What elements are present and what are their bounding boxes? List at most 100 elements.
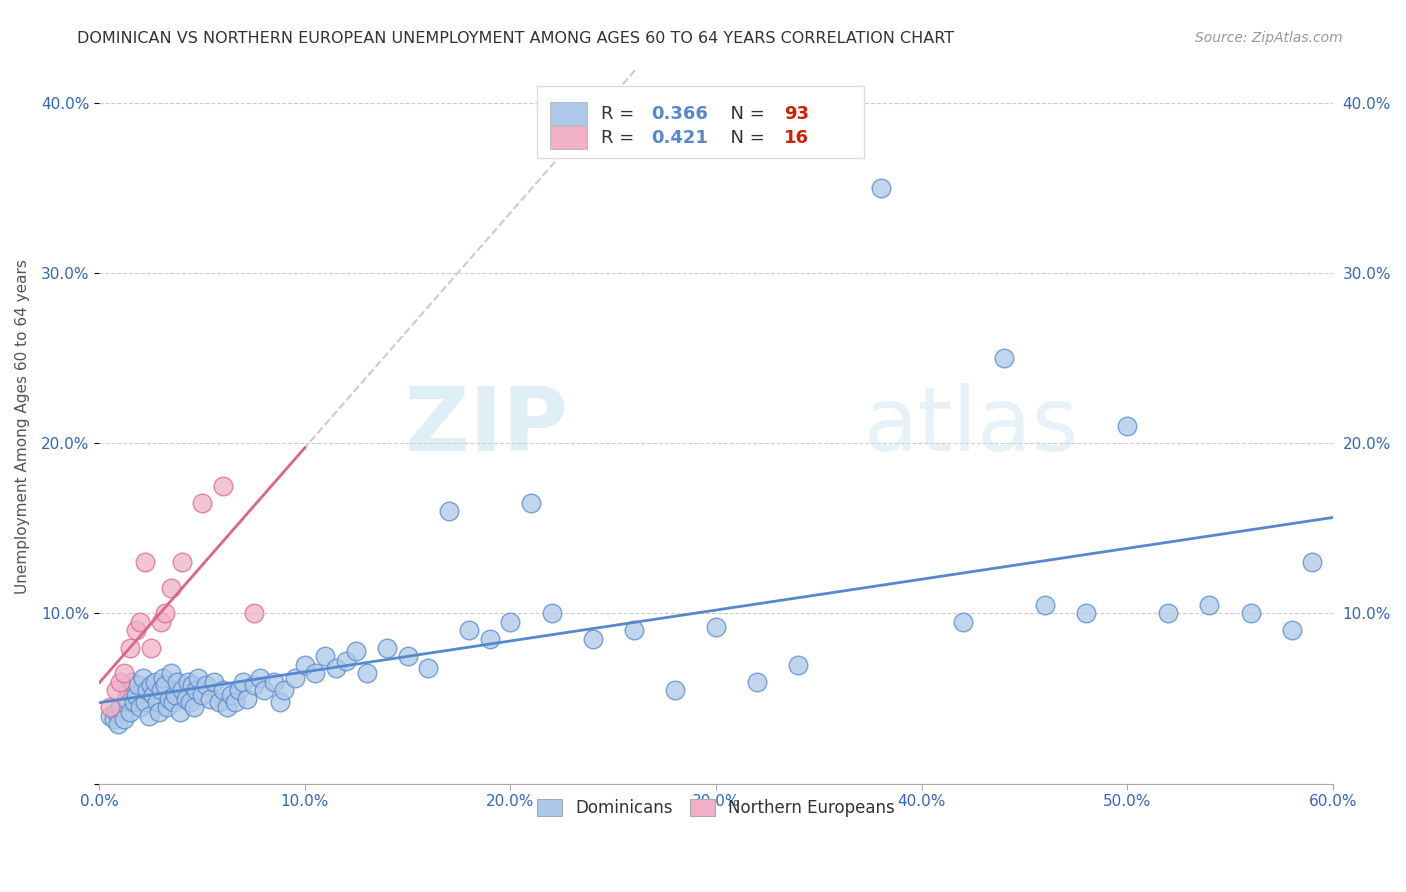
Point bbox=[115, 691, 138, 706]
Point bbox=[869, 180, 891, 194]
Point bbox=[242, 607, 264, 621]
Point bbox=[273, 683, 295, 698]
Text: atlas: atlas bbox=[865, 383, 1080, 469]
Point bbox=[148, 705, 170, 719]
Point bbox=[153, 607, 176, 621]
Point bbox=[1157, 607, 1180, 621]
Point bbox=[269, 695, 291, 709]
Point bbox=[129, 700, 152, 714]
Point bbox=[224, 695, 246, 709]
Point bbox=[195, 678, 218, 692]
Point bbox=[787, 657, 810, 672]
Point bbox=[104, 705, 127, 719]
Point bbox=[153, 678, 176, 692]
Point bbox=[124, 695, 146, 709]
Point bbox=[156, 700, 179, 714]
Point bbox=[98, 700, 121, 714]
Point bbox=[211, 479, 233, 493]
Point bbox=[314, 648, 336, 663]
Point bbox=[478, 632, 501, 646]
Point bbox=[623, 624, 645, 638]
Point bbox=[294, 657, 316, 672]
Point bbox=[437, 504, 460, 518]
Text: Source: ZipAtlas.com: Source: ZipAtlas.com bbox=[1195, 31, 1343, 45]
Point bbox=[98, 708, 121, 723]
Point bbox=[142, 688, 165, 702]
Point bbox=[179, 695, 201, 709]
Point bbox=[304, 666, 326, 681]
Point bbox=[200, 691, 222, 706]
Point bbox=[458, 624, 481, 638]
Point bbox=[236, 691, 259, 706]
Y-axis label: Unemployment Among Ages 60 to 64 years: Unemployment Among Ages 60 to 64 years bbox=[15, 259, 30, 593]
FancyBboxPatch shape bbox=[550, 127, 586, 149]
Point bbox=[1301, 555, 1323, 569]
Point bbox=[335, 654, 357, 668]
Point bbox=[219, 688, 242, 702]
Point bbox=[1281, 624, 1303, 638]
Point bbox=[166, 674, 188, 689]
Point bbox=[396, 648, 419, 663]
Point bbox=[162, 695, 184, 709]
Point bbox=[170, 555, 193, 569]
FancyBboxPatch shape bbox=[550, 103, 586, 125]
Point bbox=[284, 671, 307, 685]
Point bbox=[1239, 607, 1261, 621]
Point bbox=[108, 700, 131, 714]
Point bbox=[191, 688, 214, 702]
Point bbox=[211, 683, 233, 698]
Point bbox=[174, 691, 197, 706]
Point bbox=[125, 624, 148, 638]
Point bbox=[356, 666, 378, 681]
Text: R =: R = bbox=[602, 104, 640, 122]
Point bbox=[143, 674, 166, 689]
Point bbox=[117, 683, 139, 698]
Point bbox=[160, 581, 183, 595]
Point bbox=[131, 671, 153, 685]
Point bbox=[1074, 607, 1097, 621]
Point bbox=[375, 640, 398, 655]
Point bbox=[134, 555, 156, 569]
Point bbox=[160, 666, 183, 681]
Text: R =: R = bbox=[602, 129, 640, 147]
Point bbox=[242, 678, 264, 692]
Text: N =: N = bbox=[718, 104, 770, 122]
Point bbox=[664, 683, 686, 698]
Point bbox=[120, 705, 142, 719]
Point bbox=[146, 695, 169, 709]
Point bbox=[139, 678, 162, 692]
Point bbox=[253, 683, 276, 698]
Point bbox=[204, 674, 226, 689]
Point bbox=[1198, 598, 1220, 612]
Point bbox=[180, 678, 202, 692]
Point bbox=[249, 671, 271, 685]
Point bbox=[228, 683, 250, 698]
Point bbox=[191, 496, 214, 510]
Point bbox=[993, 351, 1015, 365]
Point bbox=[170, 683, 193, 698]
FancyBboxPatch shape bbox=[537, 87, 865, 158]
Point bbox=[121, 674, 143, 689]
Point bbox=[139, 640, 162, 655]
Point bbox=[135, 683, 157, 698]
Point bbox=[150, 683, 173, 698]
Point bbox=[108, 674, 131, 689]
Point bbox=[104, 683, 127, 698]
Point bbox=[499, 615, 522, 629]
Point bbox=[184, 683, 207, 698]
Point bbox=[177, 674, 200, 689]
Point bbox=[157, 691, 180, 706]
Point bbox=[183, 700, 205, 714]
Point bbox=[263, 674, 285, 689]
Point bbox=[134, 695, 156, 709]
Point bbox=[582, 632, 605, 646]
Point bbox=[165, 688, 187, 702]
Point bbox=[1116, 419, 1139, 434]
Point bbox=[952, 615, 974, 629]
Point bbox=[112, 712, 135, 726]
Point bbox=[125, 688, 148, 702]
Point bbox=[232, 674, 254, 689]
Point bbox=[540, 607, 562, 621]
Point bbox=[704, 620, 727, 634]
Text: 16: 16 bbox=[785, 129, 808, 147]
